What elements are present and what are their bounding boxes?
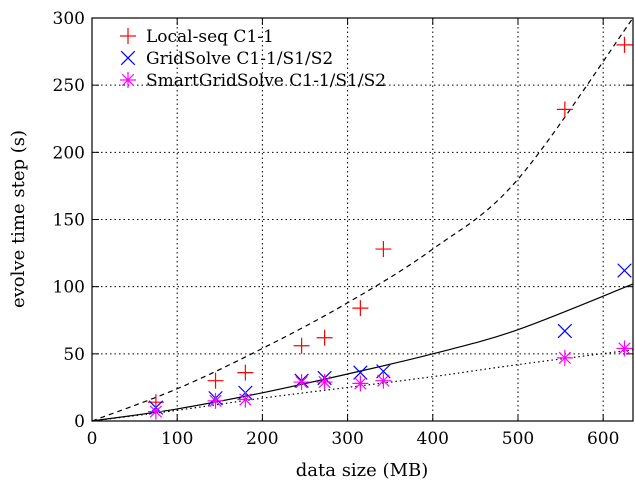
data-point	[293, 337, 310, 354]
legend-label: SmartGridSolve C1-1/S1/S2	[146, 71, 386, 91]
legend-symbol	[120, 72, 136, 88]
series-3	[147, 340, 633, 420]
y-tick-label: 50	[63, 345, 85, 365]
legend-label: Local-seq C1-1	[146, 27, 274, 47]
data-point	[353, 365, 368, 380]
data-point	[316, 329, 333, 346]
legend-item: Local-seq C1-1	[120, 27, 274, 47]
x-tick-label: 100	[161, 429, 193, 449]
fit-curve-dotted	[91, 349, 634, 422]
x-axis-label: data size (MB)	[296, 460, 429, 481]
x-tick-label: 300	[331, 429, 363, 449]
data-point	[207, 372, 224, 389]
legend-label: GridSolve C1-1/S1/S2	[146, 49, 333, 69]
data-point	[207, 392, 224, 409]
data-point	[556, 349, 573, 366]
fit-curve-dashed	[91, 17, 634, 422]
data-point	[237, 364, 254, 381]
y-tick-label: 300	[53, 9, 85, 29]
fit-curve-solid	[91, 283, 634, 422]
x-tick-label: 500	[502, 429, 534, 449]
y-tick-label: 250	[53, 76, 85, 96]
data-point	[237, 391, 254, 408]
series-1	[147, 36, 633, 411]
y-tick-label: 100	[53, 278, 85, 298]
legend-item: SmartGridSolve C1-1/S1/S2	[120, 71, 386, 91]
data-point	[375, 241, 392, 258]
legend-symbol	[120, 28, 136, 44]
y-tick-label: 150	[53, 211, 85, 231]
y-axis-label: evolve time step (s)	[8, 130, 29, 308]
grid-lines	[92, 18, 633, 421]
y-ticks: 0 50 100 150 200 250 300	[53, 9, 633, 432]
x-tick-label: 600	[587, 429, 619, 449]
fit-curves	[91, 17, 634, 422]
data-point	[293, 374, 310, 391]
series-markers	[147, 36, 633, 420]
data-point	[352, 375, 369, 392]
legend-item: GridSolve C1-1/S1/S2	[120, 49, 333, 69]
data-point	[557, 323, 573, 339]
y-tick-label: 200	[53, 143, 85, 163]
data-point	[316, 374, 333, 391]
x-tick-label: 200	[246, 429, 278, 449]
data-point	[616, 340, 633, 357]
data-point	[616, 36, 633, 53]
data-point	[556, 101, 573, 118]
data-point	[352, 300, 369, 317]
y-tick-label: 0	[74, 412, 85, 432]
data-point	[617, 263, 632, 278]
x-tick-label: 0	[87, 429, 98, 449]
data-point	[147, 403, 164, 420]
data-point	[375, 372, 392, 389]
legend-symbol	[120, 50, 136, 66]
x-ticks: 0 100 200 300 400 500 600	[87, 18, 619, 449]
x-tick-label: 400	[417, 429, 449, 449]
